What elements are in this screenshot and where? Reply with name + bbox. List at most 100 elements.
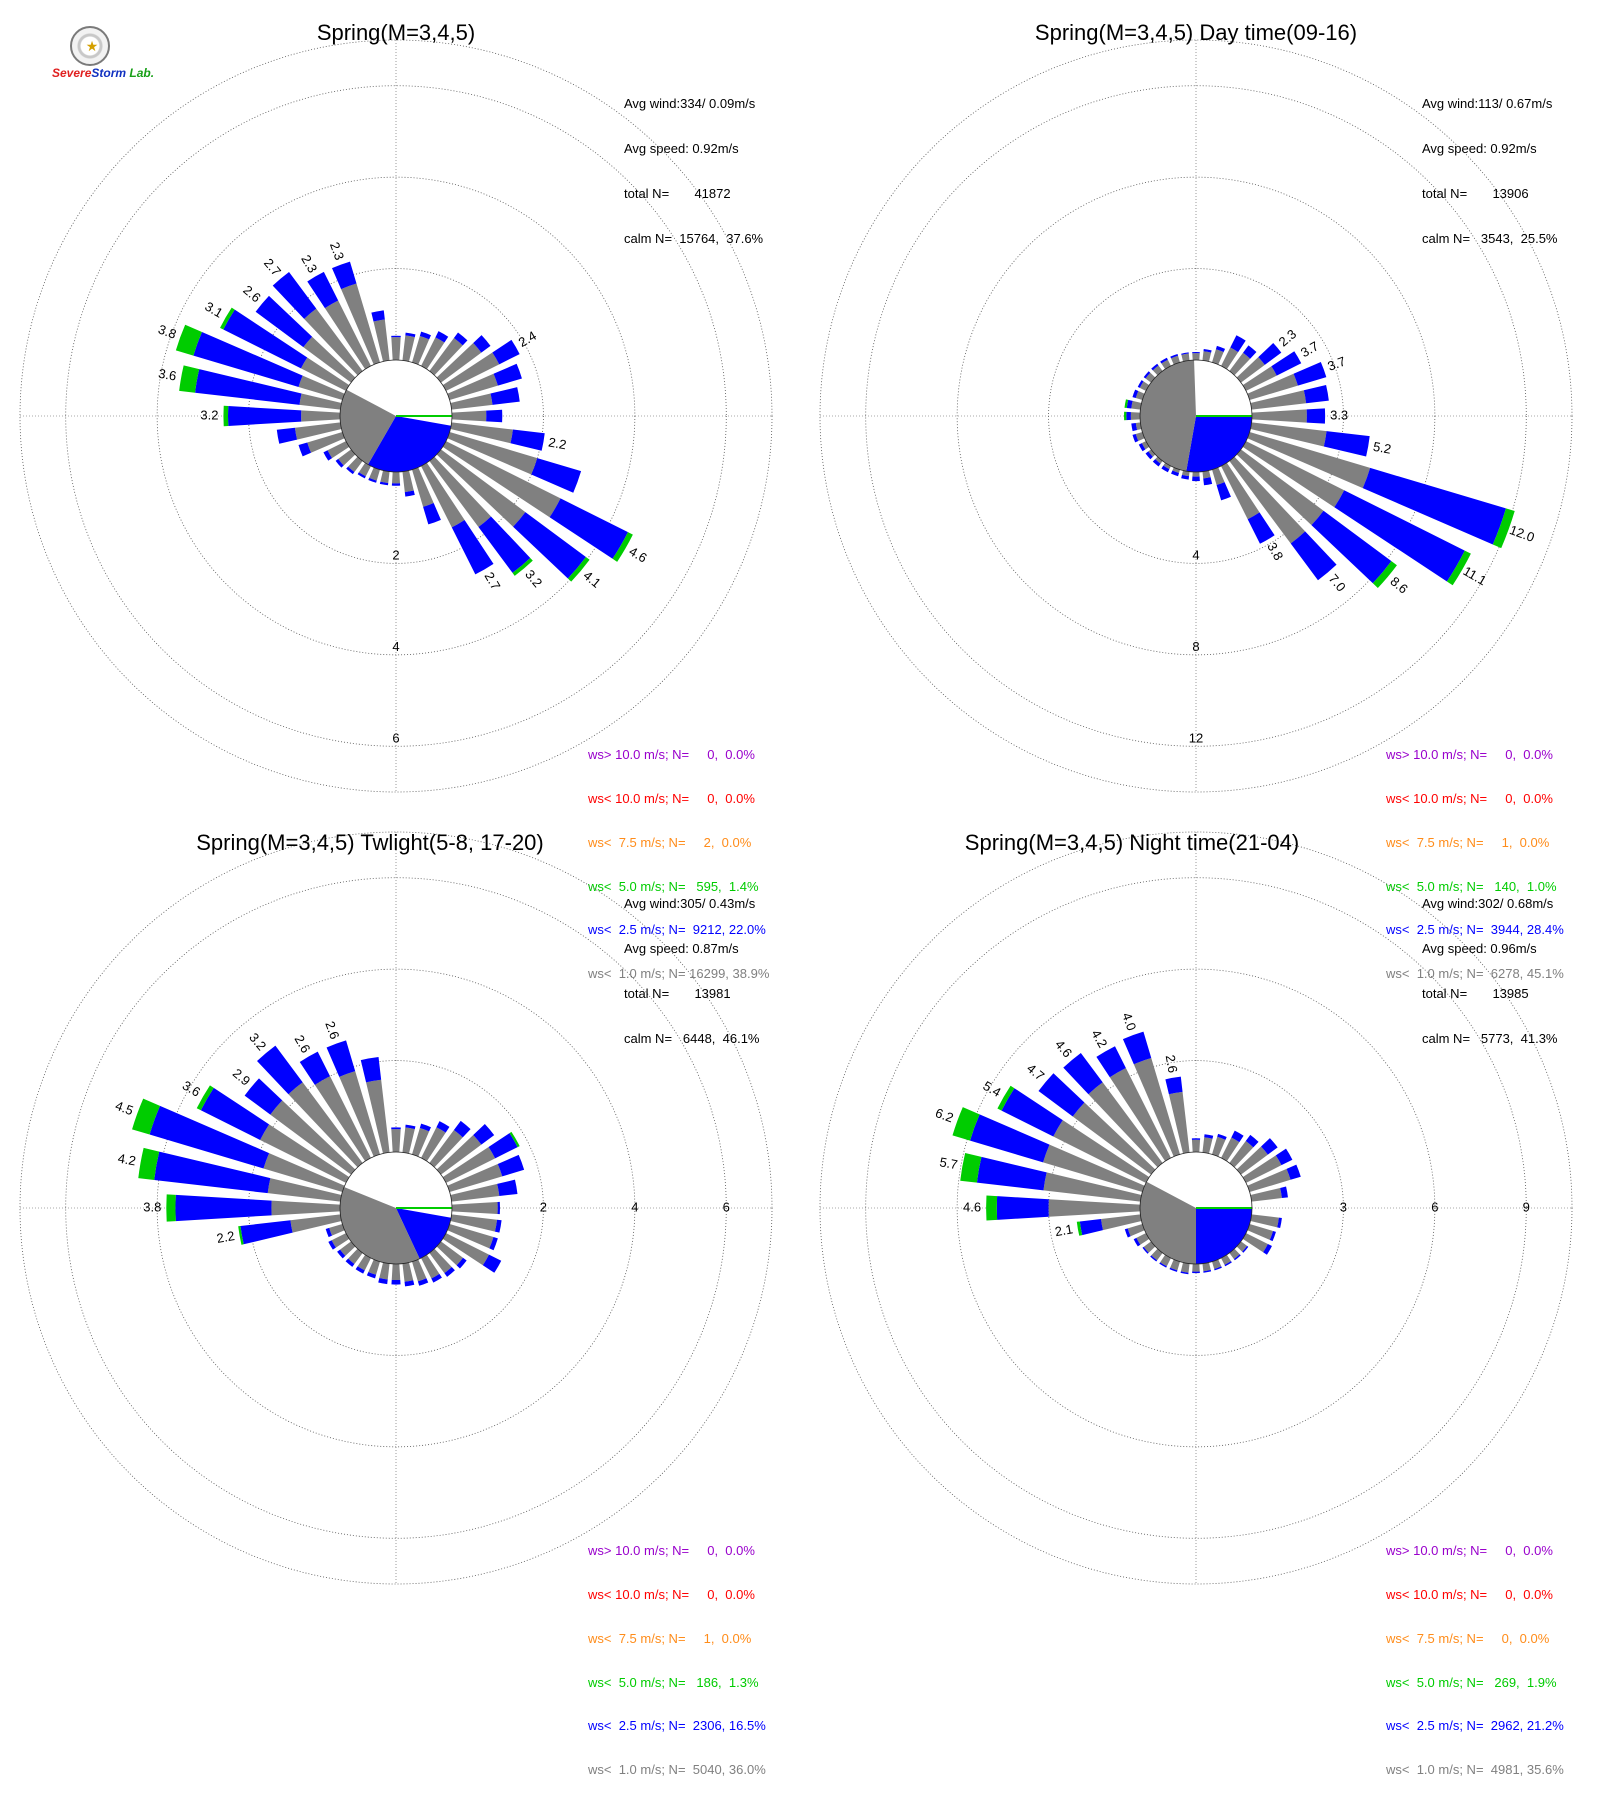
- spoke-bar-lt10_calm: [1160, 1254, 1171, 1267]
- spoke-label: 5.7: [938, 1154, 958, 1172]
- chart-title: Spring(M=3,4,5): [316, 20, 476, 45]
- calm-wedge: [1140, 360, 1196, 472]
- spoke-bar-lt50: [1492, 508, 1515, 549]
- spoke-bar-lt25: [307, 271, 339, 309]
- wind-spokes: 2.2 3.8 4.2 4.5 3.6 2.9 3.2 2.6 2.6: [113, 1019, 525, 1287]
- spoke-bar-lt10_calm: [421, 337, 445, 370]
- spoke-bar-lt25: [492, 339, 520, 365]
- grid-ring: [956, 968, 1436, 1448]
- speed-legend: ws> 10.0 m/s; N= 0, 0.0% ws< 10.0 m/s; N…: [1386, 719, 1564, 1011]
- spoke-bar-lt50: [1076, 1221, 1083, 1236]
- stats-box: Avg wind:334/ 0.09m/s Avg speed: 0.92m/s…: [624, 66, 763, 276]
- spoke-bar-lt25: [1169, 1267, 1178, 1272]
- spoke-bar-lt25: [346, 466, 355, 475]
- spoke-bar-lt10_calm: [1172, 467, 1181, 473]
- avg-wind-text: Avg wind:334/ 0.09m/s: [624, 96, 756, 111]
- spoke-bar-lt25: [1263, 1243, 1272, 1255]
- spoke-label: 2.3: [327, 240, 347, 262]
- grid-ring-outer: [19, 831, 773, 1585]
- spoke-label: 3.2: [246, 1030, 269, 1053]
- total-n-text: total N= 41872: [624, 186, 731, 201]
- spoke-label: 3.6: [180, 1078, 203, 1100]
- spoke-bar-lt25: [335, 458, 344, 468]
- spoke-bar-lt10_calm: [1247, 1168, 1291, 1193]
- spoke-bar-lt25: [405, 1124, 416, 1130]
- spoke-bar-lt10_calm: [436, 342, 482, 383]
- spoke-label: 2.3: [1276, 326, 1299, 349]
- spoke-bar-lt10_calm: [267, 1178, 342, 1202]
- legend-lt25: ws< 2.5 m/s; N= 2306, 16.5%: [588, 1718, 766, 1734]
- spoke-bar-lt10_calm: [1251, 409, 1307, 423]
- lab-logo-text: SevereStorm Lab.: [52, 66, 155, 80]
- legend-lt75: ws< 7.5 m/s; N= 1, 0.0%: [1386, 834, 1550, 850]
- stats-box: Avg wind:305/ 0.43m/s Avg speed: 0.87m/s…: [624, 866, 760, 1076]
- spoke-label: 12.0: [1508, 522, 1537, 545]
- spoke-label: 4.2: [1088, 1027, 1110, 1050]
- spoke-bar-lt25: [1323, 431, 1370, 457]
- grid-ring: [65, 85, 727, 747]
- spoke-bar-lt10_calm: [380, 470, 390, 483]
- spoke-bar-lt10_calm: [270, 1100, 356, 1175]
- avg-wind-text: Avg wind:305/ 0.43m/s: [624, 896, 756, 911]
- spoke-bar-lt25: [240, 1220, 293, 1245]
- spoke-bar-lt25: [257, 1045, 303, 1095]
- spoke-bar-lt10_calm: [1088, 1082, 1163, 1168]
- spoke-label: 4.5: [113, 1098, 135, 1118]
- spoke-bar-lt25: [1217, 1133, 1227, 1140]
- spoke-bar-lt25: [488, 1133, 518, 1159]
- spoke-bar-lt25: [1145, 451, 1153, 460]
- calm-circle: [339, 359, 453, 473]
- spoke-bar-lt10_calm: [271, 1200, 341, 1216]
- calm-circle: [339, 1151, 453, 1265]
- legend-lt10-calm: ws< 1.0 m/s; N= 6278, 45.1%: [1386, 966, 1564, 982]
- spoke-bar-lt25: [228, 406, 302, 426]
- spoke-bar-lt25: [355, 1266, 365, 1274]
- spoke-bar-lt25: [1277, 1217, 1282, 1229]
- spoke-bar-lt10_calm: [314, 1076, 371, 1162]
- spoke-bar-lt25: [1137, 380, 1144, 388]
- spoke-bar-lt25: [332, 261, 357, 290]
- spoke-bar-lt25: [337, 1249, 346, 1259]
- spoke-bar-lt25: [404, 1280, 415, 1287]
- spoke-bar-lt25: [366, 1271, 377, 1279]
- spoke-bar-lt10_calm: [1181, 470, 1190, 477]
- grid-ring: [865, 877, 1527, 1539]
- spoke-bar-lt10_calm: [411, 336, 430, 365]
- spoke-bar-lt10_calm: [1236, 1146, 1268, 1175]
- spoke-bar-lt10_calm: [402, 470, 414, 493]
- spoke-bar-lt50: [952, 1107, 980, 1141]
- spoke-bar-lt50: [997, 1085, 1015, 1111]
- spoke-bar-lt25: [1269, 1230, 1276, 1242]
- spoke-bar-lt25: [1204, 1134, 1214, 1139]
- spoke-bar-lt10_calm: [304, 308, 363, 376]
- spoke-bar-lt10_calm: [366, 1079, 390, 1154]
- spoke-bar-lt10_calm: [1127, 1223, 1145, 1237]
- spoke-bar-lt10_calm: [1072, 1102, 1156, 1175]
- calm-wedge: [396, 1208, 452, 1259]
- radial-tick-labels: 2 4 6: [540, 1199, 730, 1214]
- spoke-bar-lt10_calm: [1043, 1144, 1145, 1193]
- grid-ring-outer: [19, 39, 773, 793]
- spoke-bar-lt25: [1293, 361, 1327, 386]
- spoke-bar-lt10_calm: [1229, 352, 1251, 376]
- spoke-bar-lt10_calm: [260, 1124, 350, 1183]
- spoke-bar-lt10_calm: [1236, 357, 1265, 383]
- spoke-label: 4.6: [963, 1199, 981, 1214]
- spoke-bar-lt10_calm: [450, 1214, 498, 1232]
- spoke-bar-lt10_calm: [1202, 351, 1212, 362]
- spoke-label: 8.6: [1387, 574, 1410, 597]
- spoke-bar-lt25: [298, 442, 312, 457]
- calm-n-text: calm N= 5773, 41.3%: [1422, 1031, 1558, 1046]
- spoke-label: 3.8: [1264, 540, 1286, 563]
- avg-speed-text: Avg speed: 0.92m/s: [1422, 141, 1537, 156]
- spoke-bar-lt25: [482, 1254, 502, 1273]
- spoke-bar-lt25: [549, 498, 628, 559]
- spoke-bar-lt25: [1311, 510, 1392, 584]
- spoke-bar-lt10_calm: [391, 337, 401, 361]
- spoke-bar-lt10_calm: [294, 422, 342, 440]
- calm-n-text: calm N= 15764, 37.6%: [624, 231, 764, 246]
- calm-outline: [339, 359, 453, 473]
- spoke-bar-lt10_calm: [1141, 441, 1150, 450]
- spoke-bar-lt10_calm: [329, 1223, 345, 1236]
- spoke-bar-lt25: [1143, 371, 1151, 379]
